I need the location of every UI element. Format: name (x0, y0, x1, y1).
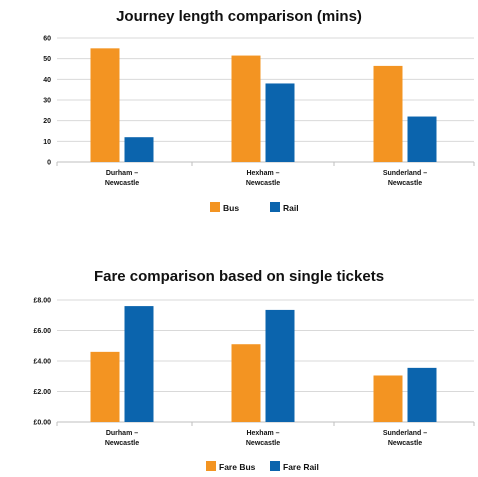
y-tick-label: 50 (43, 56, 51, 63)
y-tick-label: £0.00 (33, 420, 51, 427)
legend-item: Fare Rail (270, 461, 319, 472)
y-tick-label: £2.00 (33, 389, 51, 396)
category-label: Hexham – (246, 170, 279, 177)
y-tick-label: 30 (43, 98, 51, 105)
y-tick-label: 20 (43, 118, 51, 125)
chart-1: Journey length comparison (mins) 0 10 20 30 4… (43, 8, 475, 213)
bar-bus (373, 65, 403, 162)
bar-fare-bus (231, 344, 261, 422)
category-label: Newcastle (246, 440, 280, 447)
legend-label: Fare Rail (283, 462, 319, 472)
legend-swatch (210, 202, 220, 212)
y-tick-label: 10 (43, 139, 51, 146)
category-label: Newcastle (105, 440, 139, 447)
category-label: Durham – (106, 170, 138, 177)
bar-rail (265, 83, 295, 162)
chart-2: Fare comparison based on single tickets £… (33, 268, 475, 472)
bar-rail (124, 137, 154, 162)
bar-fare-rail (407, 367, 437, 422)
bar-bus (231, 55, 261, 162)
bar-bus (90, 48, 120, 163)
bar-fare-bus (373, 375, 403, 422)
y-tick-label: 60 (43, 36, 51, 43)
legend-item: Bus (210, 202, 239, 213)
legend-swatch (270, 461, 280, 471)
legend-swatch (206, 461, 216, 471)
bar-fare-rail (265, 309, 295, 422)
category-label: Sunderland – (383, 170, 427, 177)
legend-swatch (270, 202, 280, 212)
legend-label: Rail (283, 203, 299, 213)
chart-title: Journey length comparison (mins) (116, 8, 362, 25)
bar-rail (407, 116, 437, 162)
bar-fare-bus (90, 351, 120, 422)
y-tick-label: £6.00 (33, 328, 51, 335)
y-tick-label: 0 (47, 160, 51, 167)
category-label: Sunderland – (383, 430, 427, 437)
category-label: Durham – (106, 430, 138, 437)
legend-item: Rail (270, 202, 299, 213)
legend-item: Fare Bus (206, 461, 256, 472)
category-label: Newcastle (388, 440, 422, 447)
y-tick-label: £4.00 (33, 359, 51, 366)
category-label: Newcastle (388, 180, 422, 187)
category-label: Hexham – (246, 430, 279, 437)
bar-fare-rail (124, 306, 154, 422)
category-label: Newcastle (105, 180, 139, 187)
legend-label: Bus (223, 203, 239, 213)
y-tick-label: £8.00 (33, 298, 51, 305)
chart-title: Fare comparison based on single tickets (94, 268, 384, 285)
category-label: Newcastle (246, 180, 280, 187)
y-tick-label: 40 (43, 77, 51, 84)
legend-label: Fare Bus (219, 462, 256, 472)
